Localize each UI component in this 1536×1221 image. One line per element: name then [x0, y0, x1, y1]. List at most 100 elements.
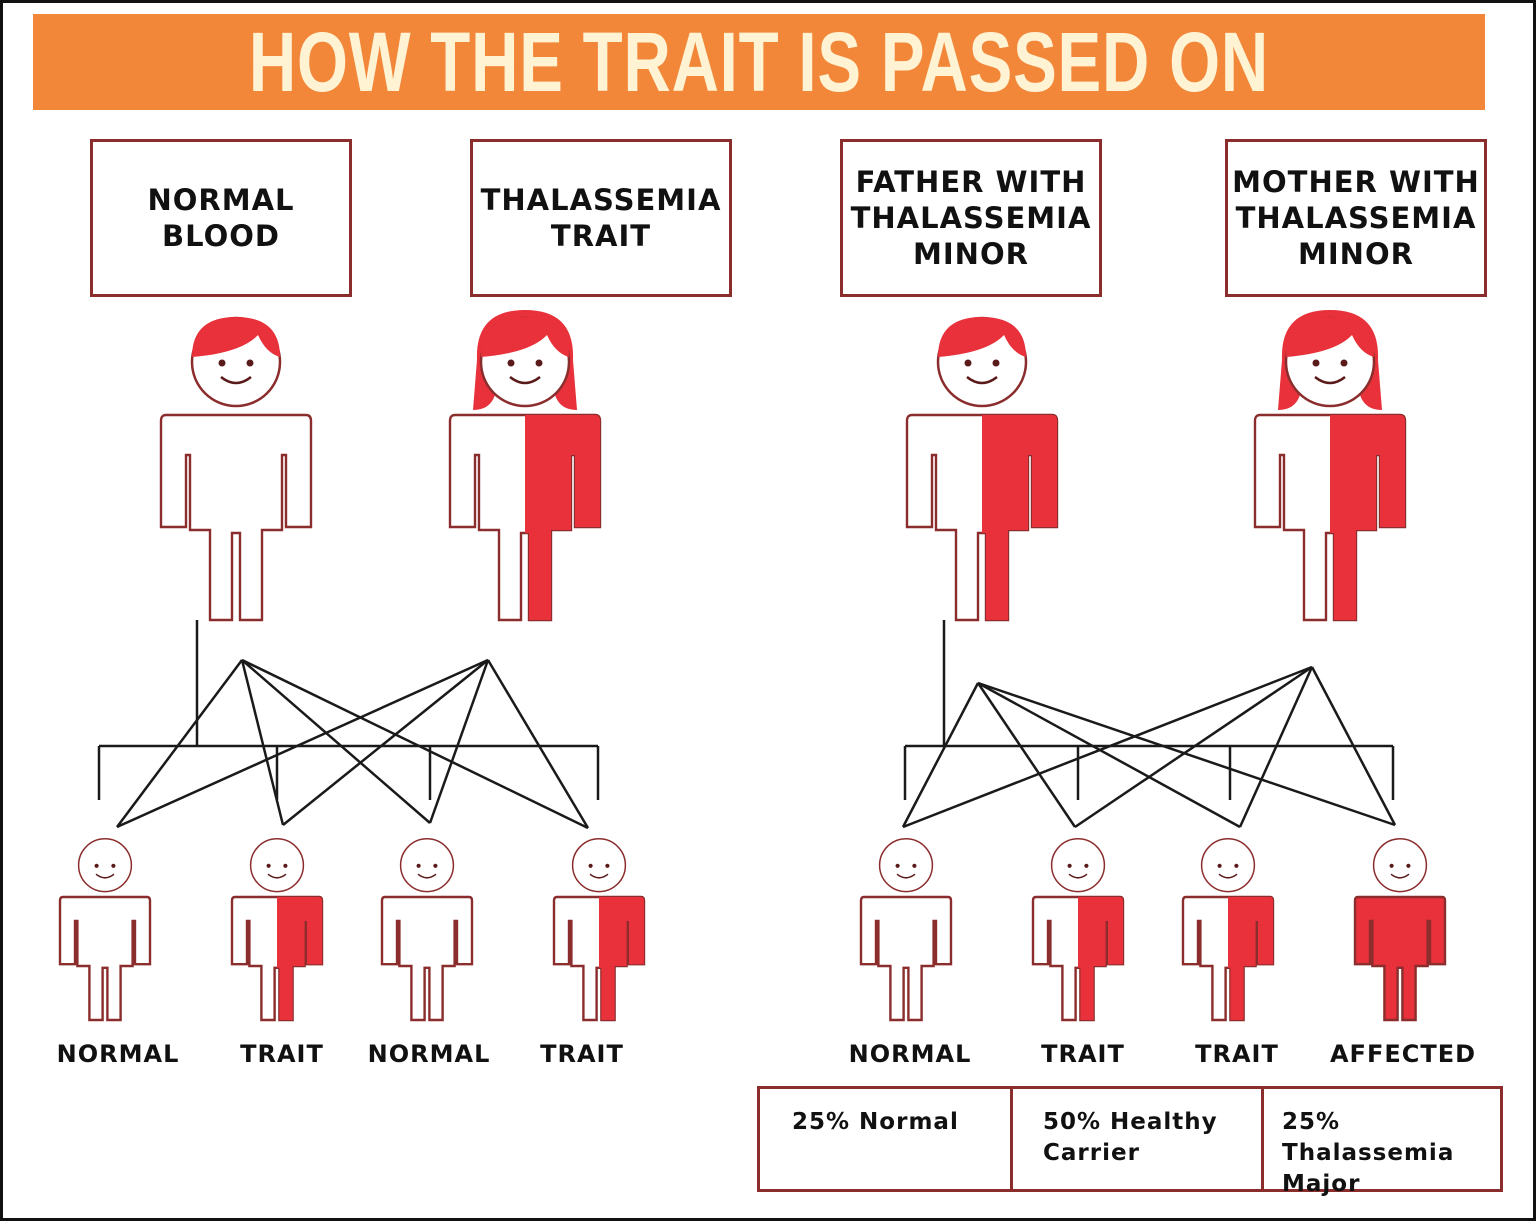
eye-icon: [266, 863, 271, 868]
cross-line: [241, 659, 431, 824]
smile-icon: [220, 375, 252, 385]
smile-icon: [509, 375, 541, 385]
parent-box-thalassemia-trait: THALASSEMIA TRAIT: [470, 139, 732, 297]
eye-icon: [588, 863, 593, 868]
body-affected-half: [599, 897, 645, 1021]
eye-icon: [246, 359, 254, 367]
child-label: NORMAL: [848, 1040, 972, 1068]
child-label: TRAIT: [1195, 1040, 1279, 1068]
outcome-table: 25% Normal 50% Healthy Carrier 25% Thala…: [757, 1086, 1503, 1197]
smile-icon: [417, 873, 437, 879]
eye-icon: [605, 863, 610, 868]
child-figure-trait: [230, 838, 324, 1022]
head-icon: [1200, 838, 1256, 893]
child-label: NORMAL: [367, 1040, 491, 1068]
parent-figure-minor-father: [905, 316, 1059, 622]
body-affected-half: [1228, 897, 1274, 1021]
eye-icon: [964, 359, 972, 367]
smile-icon: [966, 375, 998, 385]
cross-line: [240, 659, 285, 826]
parent-figure-trait-mother: [448, 310, 602, 622]
cross-line: [241, 658, 589, 830]
head-icon: [1050, 838, 1106, 893]
cross-line: [977, 681, 1241, 829]
eye-icon: [535, 359, 543, 367]
cross-line: [116, 658, 489, 829]
people: [58, 310, 1447, 1022]
smile-icon: [267, 873, 287, 879]
smile-icon: [95, 873, 115, 879]
hair-icon: [1286, 317, 1374, 357]
cross-line: [486, 659, 590, 829]
eye-icon: [912, 863, 917, 868]
eye-icon: [1312, 359, 1320, 367]
smile-icon: [1068, 873, 1088, 879]
cross-line: [977, 681, 1396, 827]
parent-figure-minor-mother: [1253, 310, 1407, 622]
child-figure-trait: [552, 838, 646, 1022]
body-affected-half: [982, 415, 1057, 620]
head-icon: [878, 838, 934, 893]
cross-line: [1310, 666, 1397, 826]
smile-icon: [1390, 873, 1410, 879]
body-icon: [58, 895, 152, 1022]
smile-icon: [1218, 873, 1238, 879]
parent-box-normal-blood: NORMAL BLOOD: [90, 139, 352, 297]
cross-line: [1074, 665, 1313, 829]
eye-icon: [507, 359, 515, 367]
child-label: NORMAL: [56, 1040, 180, 1068]
cross-line: [902, 665, 1313, 829]
cross-line: [282, 659, 489, 826]
eye-icon: [1389, 863, 1394, 868]
eye-icon: [1217, 863, 1222, 868]
cross-line: [428, 659, 490, 824]
head-icon: [399, 838, 455, 893]
body-icon: [380, 895, 474, 1022]
child-label: AFFECTED: [1329, 1040, 1477, 1068]
smile-icon: [896, 873, 916, 879]
parent-figure-normal-father: [159, 316, 313, 622]
smile-icon: [589, 873, 609, 879]
child-figure-trait: [1181, 838, 1275, 1022]
body-affected-half: [1330, 415, 1405, 620]
parent-box-father-minor: FATHER WITH THALASSEMIA MINOR: [840, 139, 1102, 297]
eye-icon: [111, 863, 116, 868]
head-icon: [1372, 838, 1428, 893]
child-label: TRAIT: [240, 1040, 324, 1068]
eye-icon: [1406, 863, 1411, 868]
body-affected-half: [277, 897, 323, 1021]
child-figure-normal: [380, 838, 474, 1022]
head-icon: [249, 838, 305, 893]
eye-icon: [895, 863, 900, 868]
parent-box-mother-minor: MOTHER WITH THALASSEMIA MINOR: [1225, 139, 1487, 297]
eye-icon: [416, 863, 421, 868]
cross-line: [976, 682, 1077, 828]
connection-lines: [97, 620, 1397, 830]
head-icon: [77, 838, 133, 893]
hair-icon: [481, 317, 569, 357]
smile-icon: [1314, 375, 1346, 385]
hair-icon: [938, 317, 1026, 357]
eye-icon: [1067, 863, 1072, 868]
eye-icon: [94, 863, 99, 868]
child-label: TRAIT: [1041, 1040, 1125, 1068]
body-icon: [159, 413, 313, 622]
outcome-major: 25% Thalassemia Major: [1282, 1109, 1455, 1197]
eye-icon: [1234, 863, 1239, 868]
eye-icon: [283, 863, 288, 868]
head-icon: [571, 838, 627, 893]
body-icon: [1353, 895, 1447, 1022]
child-figure-normal: [58, 838, 152, 1022]
outcome-carrier: 50% Healthy Carrier: [1013, 1089, 1264, 1189]
child-figure-affected: [1353, 838, 1447, 1022]
cross-line: [115, 659, 244, 828]
eye-icon: [992, 359, 1000, 367]
cross-line: [1238, 666, 1314, 828]
child-label: TRAIT: [540, 1040, 624, 1068]
eye-icon: [1084, 863, 1089, 868]
child-figure-trait: [1031, 838, 1125, 1022]
body-icon: [859, 895, 953, 1022]
body-affected-half: [1078, 897, 1124, 1021]
